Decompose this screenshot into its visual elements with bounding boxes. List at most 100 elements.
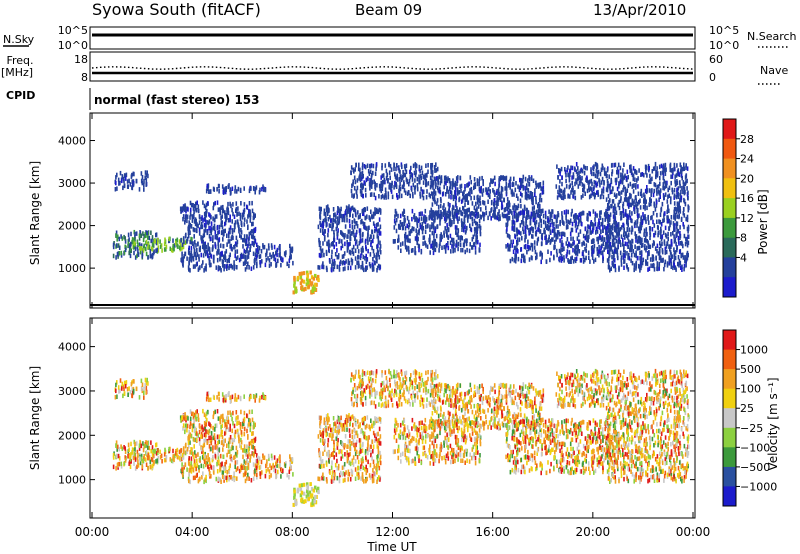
power-echo-cell bbox=[558, 232, 561, 237]
power-echo-cell bbox=[433, 194, 436, 200]
velocity-echo-cell bbox=[208, 444, 211, 449]
velocity-echo-cell bbox=[186, 467, 188, 472]
power-echo-cell bbox=[687, 207, 690, 213]
power-echo-cell bbox=[682, 211, 685, 216]
power-echo-cell bbox=[637, 245, 639, 251]
power-echo-cell bbox=[320, 249, 322, 254]
power-echo-cell bbox=[202, 218, 204, 223]
velocity-echo-cell bbox=[197, 478, 200, 484]
power-echo-cell bbox=[493, 214, 496, 219]
power-echo-cell bbox=[511, 243, 514, 248]
velocity-echo-cell bbox=[208, 467, 210, 472]
power-echo-cell bbox=[349, 223, 351, 229]
power-echo-cell bbox=[276, 252, 278, 258]
power-echo-cell bbox=[414, 217, 416, 223]
power-echo-cell bbox=[447, 176, 449, 181]
power-echo-cell bbox=[242, 212, 245, 217]
power-echo-cell bbox=[610, 266, 612, 271]
velocity-echo-cell bbox=[117, 453, 120, 459]
power-echo-cell bbox=[336, 231, 339, 237]
power-echo-cell bbox=[638, 168, 640, 173]
power-echo-cell bbox=[251, 240, 254, 246]
power-echo-cell bbox=[340, 230, 342, 235]
power-echo-cell bbox=[649, 226, 652, 231]
power-echo-cell bbox=[646, 239, 648, 244]
power-echo-cell bbox=[455, 243, 457, 248]
power-echo-cell bbox=[521, 236, 523, 241]
power-echo-cell bbox=[302, 287, 306, 292]
power-echo-cell bbox=[532, 211, 534, 216]
power-echo-cell bbox=[600, 250, 602, 256]
power-echo-cell bbox=[338, 267, 341, 272]
power-echo-cell bbox=[414, 236, 417, 241]
power-echo-cell bbox=[455, 213, 458, 218]
power-echo-cell bbox=[350, 170, 352, 175]
power-echo-cell bbox=[430, 163, 432, 168]
velocity-echo-cell bbox=[226, 452, 228, 458]
power-echo-cell bbox=[588, 234, 590, 240]
power-echo-cell bbox=[416, 218, 418, 223]
power-echo-cell bbox=[661, 234, 664, 239]
power-echo-cell bbox=[582, 193, 584, 198]
power-echo-cell bbox=[428, 239, 431, 245]
power-echo-cell bbox=[593, 194, 596, 200]
power-echo-cell bbox=[433, 219, 435, 224]
power-echo-cell bbox=[673, 225, 675, 230]
power-echo-cell bbox=[369, 186, 371, 191]
power-echo-cell bbox=[663, 266, 665, 272]
power-echo-cell bbox=[651, 169, 654, 174]
power-echo-cell bbox=[385, 193, 387, 198]
power-echo-cell bbox=[358, 263, 360, 269]
velocity-echo-cell bbox=[183, 415, 185, 420]
power-echo-cell bbox=[562, 242, 564, 248]
velocity-echo-cell bbox=[190, 463, 192, 469]
power-echo-cell bbox=[212, 244, 214, 249]
power-echo-cell bbox=[683, 213, 686, 218]
power-echo-cell bbox=[628, 252, 630, 258]
power-echo-cell bbox=[352, 182, 354, 187]
power-echo-cell bbox=[362, 221, 365, 226]
power-echo-cell bbox=[385, 195, 387, 200]
power-echo-cell bbox=[482, 179, 484, 184]
power-echo-cell bbox=[587, 214, 589, 219]
power-echo-cell bbox=[341, 232, 344, 237]
power-echo-cell bbox=[677, 228, 680, 234]
power-echo-cell bbox=[356, 224, 359, 229]
power-echo-cell bbox=[573, 166, 576, 171]
power-echo-cell bbox=[123, 234, 125, 240]
power-echo-cell bbox=[527, 193, 530, 199]
power-echo-cell bbox=[241, 215, 244, 220]
power-echo-cell bbox=[325, 251, 328, 256]
velocity-echo-cell bbox=[202, 464, 205, 469]
power-echo-cell bbox=[238, 211, 240, 216]
power-echo-cell bbox=[538, 203, 541, 209]
power-echo-cell bbox=[625, 209, 627, 214]
power-echo-cell bbox=[512, 215, 514, 220]
velocity-echo-cell bbox=[128, 386, 130, 391]
power-echo-cell bbox=[620, 234, 623, 239]
power-echo-cell bbox=[280, 256, 283, 262]
power-echo-cell bbox=[572, 241, 574, 247]
power-echo-cell bbox=[676, 192, 678, 198]
power-echo-cell bbox=[326, 211, 329, 216]
velocity-echo-cell bbox=[151, 445, 154, 450]
power-echo-cell bbox=[588, 181, 590, 186]
power-echo-cell bbox=[385, 168, 388, 174]
power-echo-cell bbox=[602, 254, 604, 260]
power-echo-cell bbox=[228, 234, 230, 239]
velocity-echo-cell bbox=[254, 422, 256, 428]
power-echo-cell bbox=[268, 258, 271, 263]
power-echo-cell bbox=[507, 215, 510, 221]
power-echo-cell bbox=[570, 256, 572, 261]
power-echo-cell bbox=[261, 259, 263, 264]
power-echo-cell bbox=[612, 234, 614, 240]
power-echo-cell bbox=[213, 226, 216, 231]
power-echo-cell bbox=[568, 184, 571, 190]
power-echo-cell bbox=[351, 183, 353, 188]
power-echo-cell bbox=[451, 207, 454, 213]
power-echo-cell bbox=[632, 189, 635, 194]
power-echo-cell bbox=[540, 259, 542, 265]
power-echo-cell bbox=[378, 194, 380, 199]
power-echo-cell bbox=[533, 205, 535, 210]
power-echo-cell bbox=[431, 178, 433, 183]
